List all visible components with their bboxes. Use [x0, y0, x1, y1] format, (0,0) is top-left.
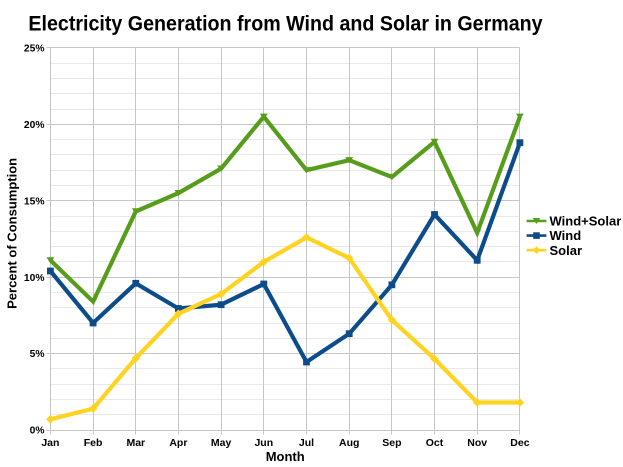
svg-text:0%: 0% [30, 426, 45, 437]
svg-text:Aug: Aug [339, 437, 359, 449]
svg-text:Wind: Wind [550, 228, 582, 243]
svg-text:5%: 5% [30, 349, 45, 360]
svg-text:25%: 25% [24, 44, 45, 55]
svg-text:15%: 15% [24, 196, 45, 207]
svg-text:Wind+Solar: Wind+Solar [550, 214, 622, 229]
svg-text:Oct: Oct [426, 437, 444, 449]
svg-text:Jul: Jul [299, 437, 314, 449]
svg-text:Jan: Jan [41, 437, 59, 449]
svg-text:Apr: Apr [169, 437, 187, 449]
svg-text:Feb: Feb [84, 437, 103, 449]
svg-text:Electricity Generation from Wi: Electricity Generation from Wind and Sol… [28, 12, 542, 36]
svg-text:Nov: Nov [467, 437, 487, 449]
svg-text:10%: 10% [24, 273, 45, 284]
svg-text:Month: Month [266, 449, 305, 464]
svg-text:Solar: Solar [550, 243, 583, 258]
svg-text:Jun: Jun [254, 437, 273, 449]
svg-text:20%: 20% [24, 120, 45, 131]
svg-text:May: May [211, 437, 232, 449]
svg-text:Mar: Mar [126, 437, 145, 449]
svg-text:Dec: Dec [510, 437, 529, 449]
svg-text:Percent of Consumption: Percent of Consumption [5, 158, 20, 309]
svg-text:Sep: Sep [382, 437, 401, 449]
